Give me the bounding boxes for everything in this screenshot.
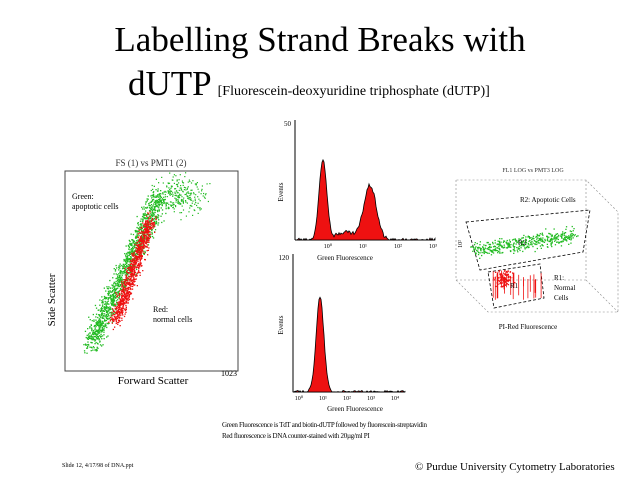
plot-3d-title: FL1 LOG vs PMT3 LOG: [502, 168, 564, 174]
hist-bottom-x-tick-4: 10³: [367, 396, 375, 402]
region-r2-inner-label: R2: [518, 239, 527, 247]
caption: Green Fluorescence is TdT and biotin-dUT…: [222, 420, 427, 442]
title-subtitle: [Fluorescein-deoxyuridine triphosphate (…: [217, 84, 490, 99]
hist-bottom-x-tick-2: 10¹: [319, 396, 327, 402]
scatter-points: [83, 172, 211, 354]
region-r2-outline: [465, 209, 591, 271]
hist-top-x-label: Green Fluorescence: [317, 254, 373, 262]
label-green: Green:: [72, 192, 94, 201]
histogram-bottom: 120 Events 10⁰ 10¹ 10² 10³ 10⁴ Green Flu…: [277, 254, 406, 413]
slide-info: Slide 12, 4/17/98 of DNA.ppt: [62, 463, 134, 469]
region-r1-outline: [487, 263, 545, 309]
hist-top-y-tick: 50: [284, 120, 292, 128]
hist-bottom-x-tick-1: 10⁰: [295, 395, 304, 402]
slide-title: Labelling Strand Breaks with: [114, 20, 526, 59]
scatter-x-axis-label: Forward Scatter: [118, 375, 189, 387]
histogram-top: 50 Events 10⁰ 10¹ 10² 10³ Green Fluoresc…: [277, 120, 437, 262]
scatter-plot-title: FS (1) vs PMT1 (2): [115, 158, 186, 168]
hist-top-red-histogram: [295, 158, 436, 241]
region-r1-label-3: Cells: [554, 294, 569, 302]
region-r1-label-2: Normal: [554, 284, 575, 292]
hist-top-y-label: Events: [277, 182, 285, 201]
footer-copyright: © Purdue University Cytometry Laboratori…: [415, 461, 615, 473]
hist-top-x-tick-2: 10¹: [359, 244, 367, 250]
plot-3d-points: [470, 225, 579, 300]
label-green-desc: apoptotic cells: [72, 202, 118, 211]
scatter-y-axis-label: Side Scatter: [46, 273, 58, 326]
label-red: Red:: [153, 305, 168, 314]
plot-3d: FL1 LOG vs PMT3 LOG R2: Apoptotic Cells …: [455, 168, 619, 331]
hist-top-x-tick-1: 10⁰: [324, 243, 333, 250]
caption-line-1: Green Fluorescence is TdT and biotin-dUT…: [222, 421, 427, 429]
plot-3d-y-tick: 10²: [458, 240, 464, 248]
region-r2-label: R2: Apoptotic Cells: [520, 196, 576, 204]
hist-bottom-red-histogram: [292, 296, 406, 393]
hist-bottom-x-tick-3: 10²: [343, 396, 351, 402]
hist-top-x-tick-4: 10³: [429, 244, 437, 250]
plot-3d-x-label: PI-Red Fluorescence: [499, 323, 558, 331]
scatter-plot-frame: [64, 170, 239, 372]
label-red-desc: normal cells: [153, 315, 192, 324]
hist-top-x-tick-3: 10²: [394, 244, 402, 250]
hist-bottom-x-label: Green Fluorescence: [327, 405, 383, 413]
plot-3d-side-edge: [585, 279, 619, 313]
caption-line-2: Red fluorescence is DNA counter-stained …: [222, 432, 370, 440]
hist-bottom-x-tick-5: 10⁴: [391, 396, 399, 402]
slide-title-line2: dUTP [Fluorescein-deoxyuridine triphospha…: [128, 62, 490, 114]
region-r1-label: R1:: [554, 274, 564, 282]
scatter-x-tick: 1023: [221, 369, 237, 378]
title-dutp: dUTP: [128, 64, 212, 103]
hist-bottom-y-tick: 120: [279, 254, 290, 262]
region-r1-inner-label: R1: [510, 282, 519, 290]
hist-bottom-y-label: Events: [277, 315, 285, 334]
scatter-plot: FS (1) vs PMT1 (2) Green: apoptotic cell…: [46, 158, 239, 387]
